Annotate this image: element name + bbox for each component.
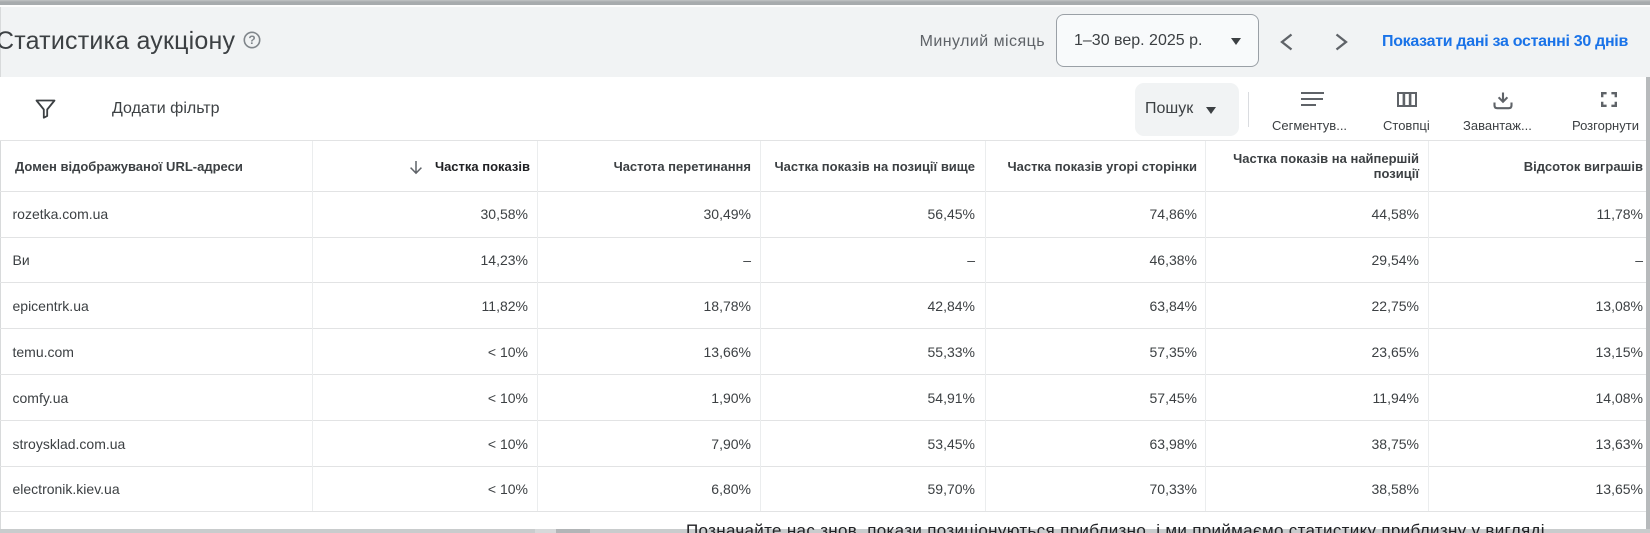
svg-text:?: ? [248,33,255,47]
